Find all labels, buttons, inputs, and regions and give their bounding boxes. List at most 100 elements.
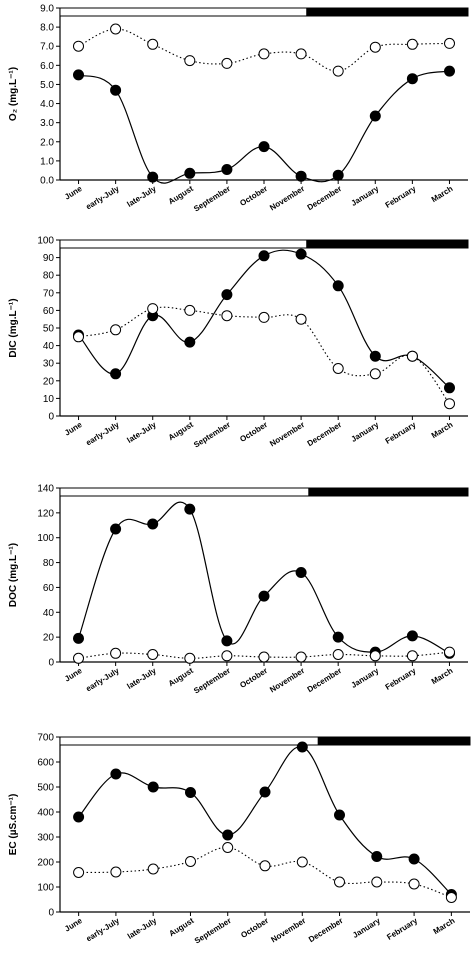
data-point-open (444, 646, 455, 658)
y-tick-label: 80 (43, 271, 55, 282)
data-point-open (258, 311, 270, 323)
season-bar-dark (317, 736, 471, 746)
data-point-open (147, 38, 159, 50)
x-tick-label: December (306, 184, 344, 212)
data-point-open (221, 57, 233, 69)
series-line-open (78, 651, 450, 659)
x-tick-label: August (167, 420, 195, 442)
data-point-filled (73, 69, 84, 81)
data-point-open (369, 650, 381, 662)
data-point-open (147, 863, 159, 875)
data-point-open (445, 892, 457, 903)
x-tick-label: June (63, 916, 84, 934)
y-tick-label: 300 (37, 833, 54, 844)
data-point-open (110, 23, 122, 35)
x-tick-label: December (306, 420, 344, 448)
data-point-filled (147, 171, 159, 183)
x-tick-label: late-July (125, 666, 158, 691)
data-point-open (73, 652, 84, 664)
x-tick-label: September (192, 420, 232, 450)
chart-panel-4: 0 100 200 300 400 500 600 700 June early-July late… (8, 733, 471, 946)
data-point-filled (110, 84, 122, 96)
data-point-open (258, 651, 270, 663)
x-tick-label: late-July (125, 420, 158, 445)
data-point-open (332, 65, 344, 77)
data-point-open (408, 878, 420, 890)
data-point-filled (184, 167, 196, 179)
data-point-open (147, 303, 159, 315)
x-tick-label: October (238, 420, 269, 444)
data-point-filled (221, 635, 233, 647)
chart-panel-3: 0 20 40 60 80 100 120 140 June early-July late-Jul… (8, 484, 469, 696)
data-point-filled (444, 65, 455, 77)
y-tick-label: 600 (37, 758, 54, 769)
y-tick-label: 9.0 (40, 4, 54, 15)
series-line-open (78, 28, 450, 72)
data-point-open (184, 652, 196, 664)
y-axis-title: O₂ (mg.L⁻¹) (8, 67, 19, 121)
data-point-filled (185, 787, 196, 798)
y-tick-label: 500 (37, 783, 54, 794)
x-tick-label: February (384, 184, 418, 210)
data-point-open (295, 313, 307, 325)
data-point-filled (369, 350, 381, 362)
data-point-filled (73, 632, 84, 644)
x-tick-label: September (192, 184, 232, 214)
y-axis-title: DIC (mg.L⁻¹) (8, 298, 19, 357)
data-point-filled (332, 280, 344, 292)
data-point-filled (369, 110, 381, 122)
x-tick-label: March (430, 184, 455, 204)
x-tick-label: October (238, 184, 269, 208)
x-tick-label: early-July (84, 184, 121, 212)
x-tick-label: November (268, 184, 306, 212)
data-point-filled (332, 631, 344, 643)
y-tick-label: 50 (43, 324, 55, 335)
y-tick-label: 140 (37, 484, 54, 495)
y-tick-label: 700 (37, 733, 54, 744)
y-tick-label: 100 (37, 533, 54, 544)
y-tick-label: 100 (37, 236, 54, 247)
y-tick-label: 20 (43, 633, 55, 644)
season-bar-dark (306, 239, 469, 249)
x-tick-label: November (269, 916, 307, 944)
data-point-open (73, 867, 85, 878)
x-tick-label: June (63, 666, 84, 684)
data-point-filled (295, 567, 307, 578)
x-tick-label: September (192, 666, 232, 696)
y-tick-label: 60 (43, 583, 55, 594)
season-bar-light (59, 736, 319, 746)
season-bar-light (59, 487, 310, 497)
y-tick-label: 70 (43, 288, 55, 299)
chart-panel-2: 0 10 20 30 40 50 60 70 80 90 100 June early-July late… (8, 236, 469, 450)
y-axis-title: EC (µS.cm⁻¹) (8, 794, 19, 856)
x-tick-label: February (385, 916, 419, 942)
data-point-filled (295, 248, 307, 260)
x-tick-label: March (430, 666, 455, 686)
data-point-open (406, 350, 418, 362)
data-point-filled (408, 853, 420, 865)
data-point-open (295, 48, 307, 60)
y-tick-label: 8.0 (40, 23, 54, 34)
data-point-filled (147, 518, 159, 530)
y-tick-label: 80 (43, 558, 55, 569)
x-tick-label: June (63, 184, 84, 202)
x-tick-label: late-July (125, 184, 158, 209)
y-tick-label: 40 (43, 608, 55, 619)
x-tick-label: March (432, 916, 457, 936)
series-line-filled (78, 746, 452, 895)
y-tick-label: 0 (48, 658, 54, 669)
season-bar-dark (306, 7, 469, 17)
series-line-filled (77, 501, 450, 654)
y-tick-label: 120 (37, 508, 54, 519)
x-tick-label: November (268, 666, 306, 694)
data-point-open (221, 650, 233, 662)
y-tick-label: 7.0 (40, 42, 54, 53)
x-tick-label: September (193, 916, 233, 946)
data-point-open (73, 331, 84, 343)
data-point-filled (259, 786, 271, 798)
x-tick-label: November (268, 420, 306, 448)
y-tick-label: 1.0 (40, 156, 54, 167)
data-point-filled (296, 741, 308, 753)
data-point-filled (334, 809, 345, 821)
x-tick-label: August (167, 916, 195, 938)
